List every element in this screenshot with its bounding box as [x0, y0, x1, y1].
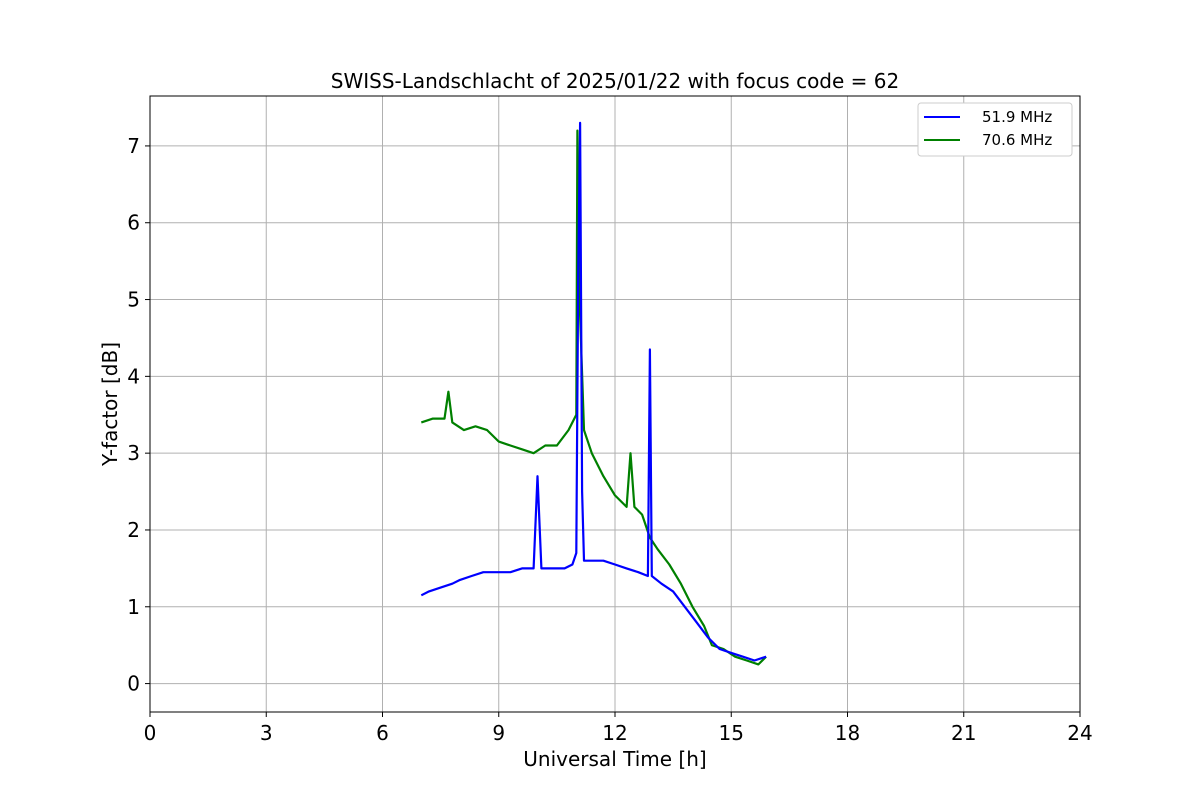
x-tick-label: 12 — [602, 721, 627, 745]
y-tick-label: 3 — [127, 441, 140, 465]
legend: 51.9 MHz 70.6 MHz — [917, 102, 1073, 157]
y-tick-label: 7 — [127, 134, 140, 158]
y-tick-label: 4 — [127, 364, 140, 388]
y-tick-label: 1 — [127, 595, 140, 619]
x-tick-label: 21 — [951, 721, 976, 745]
plot-series — [420, 121, 767, 666]
series-line-70-6-mhz — [420, 129, 767, 666]
x-tick-label: 6 — [376, 721, 389, 745]
series-line-51-9-mhz — [420, 121, 767, 662]
y-tick-label: 5 — [127, 288, 140, 312]
y-axis-label: Y-factor [dB] — [98, 342, 122, 467]
x-tick-label: 9 — [492, 721, 505, 745]
x-tick-label: 15 — [719, 721, 744, 745]
x-tick-label: 0 — [144, 721, 157, 745]
y-tick-label: 2 — [127, 518, 140, 542]
chart-title: SWISS-Landschlacht of 2025/01/22 with fo… — [331, 69, 899, 93]
y-tick-label: 0 — [127, 672, 140, 696]
x-tick-label: 18 — [835, 721, 860, 745]
x-tick-label: 24 — [1067, 721, 1092, 745]
legend-label-51-9-mhz: 51.9 MHz — [982, 108, 1052, 126]
y-tick-label: 6 — [127, 211, 140, 235]
x-axis-label: Universal Time [h] — [523, 747, 706, 771]
legend-label-70-6-mhz: 70.6 MHz — [982, 131, 1052, 149]
x-tick-label: 3 — [260, 721, 273, 745]
